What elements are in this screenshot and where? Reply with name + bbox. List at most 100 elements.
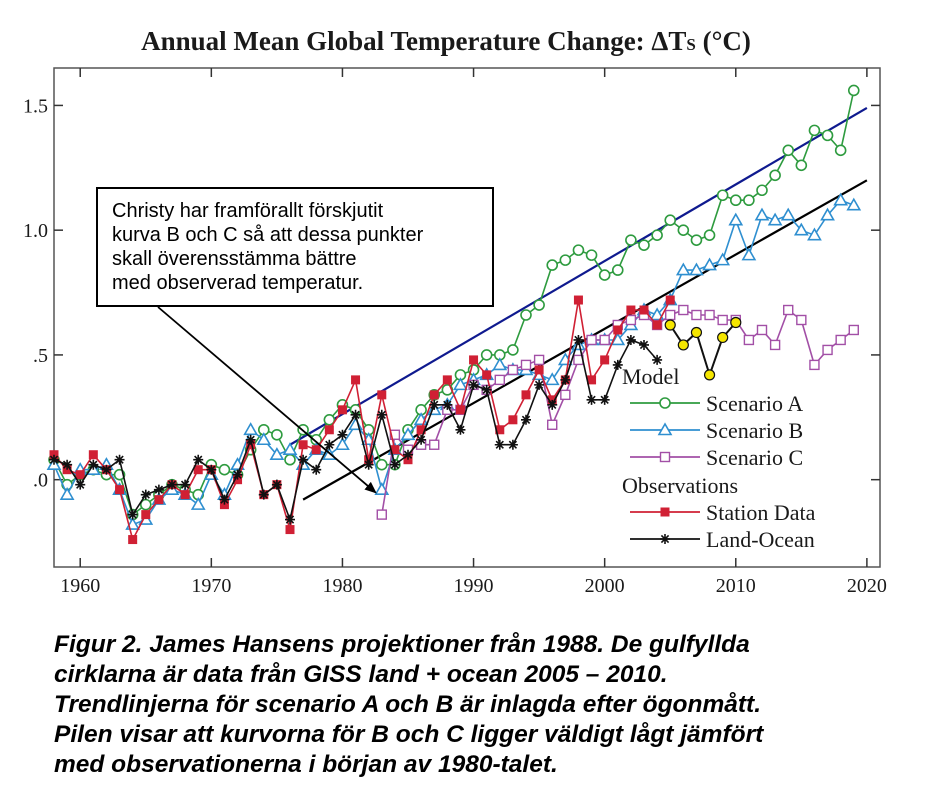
data-point bbox=[677, 224, 690, 236]
data-point bbox=[337, 429, 348, 440]
data-point bbox=[193, 454, 204, 465]
asterisk-mark bbox=[298, 454, 309, 465]
data-point bbox=[167, 479, 177, 490]
asterisk-mark bbox=[49, 454, 59, 465]
data-point bbox=[429, 439, 440, 450]
data-point bbox=[153, 484, 164, 495]
data-point bbox=[285, 514, 295, 525]
data-point bbox=[232, 469, 243, 480]
data-point bbox=[534, 365, 544, 375]
data-point bbox=[337, 405, 347, 415]
legend-heading-observations: Observations bbox=[622, 473, 738, 498]
data-point bbox=[665, 295, 675, 305]
data-point bbox=[547, 419, 558, 430]
data-point bbox=[639, 339, 649, 350]
asterisk-mark bbox=[403, 449, 413, 460]
asterisk-mark bbox=[258, 489, 269, 500]
data-point bbox=[494, 439, 505, 450]
legend-label: Station Data bbox=[706, 500, 816, 525]
asterisk-mark bbox=[180, 479, 191, 490]
asterisk-mark bbox=[612, 359, 623, 370]
data-point bbox=[127, 509, 138, 520]
plot-border bbox=[53, 67, 881, 568]
data-point bbox=[598, 269, 611, 281]
x-tick-label: 2020 bbox=[847, 575, 887, 597]
data-point bbox=[455, 405, 465, 415]
data-point bbox=[507, 439, 518, 450]
asterisk-mark bbox=[271, 479, 282, 490]
data-point bbox=[324, 425, 334, 435]
data-point bbox=[520, 359, 532, 371]
asterisk-mark bbox=[75, 479, 86, 490]
caption-line: Pilen visar att kurvorna för B och C lig… bbox=[54, 721, 764, 748]
data-point bbox=[193, 465, 203, 475]
data-point bbox=[728, 212, 744, 226]
caption-line: cirklarna är data från GISS land + ocean… bbox=[54, 661, 668, 688]
asterisk-mark bbox=[350, 409, 361, 420]
data-point bbox=[809, 359, 820, 371]
legend-label: Scenario C bbox=[706, 445, 803, 470]
data-point bbox=[62, 459, 73, 470]
data-point bbox=[190, 497, 206, 510]
data-point bbox=[282, 442, 298, 456]
data-point bbox=[741, 247, 757, 261]
legend-label: Scenario B bbox=[706, 418, 803, 443]
data-point bbox=[835, 334, 846, 346]
data-point bbox=[442, 399, 453, 410]
data-point bbox=[715, 252, 731, 266]
data-point bbox=[573, 334, 584, 345]
data-point bbox=[59, 487, 75, 500]
x-tick-label: 1970 bbox=[191, 575, 231, 597]
data-point bbox=[544, 372, 560, 386]
data-point bbox=[689, 262, 704, 276]
annotation-arrow bbox=[157, 306, 377, 494]
data-point bbox=[690, 234, 703, 246]
data-point bbox=[534, 379, 545, 390]
asterisk-mark bbox=[167, 479, 177, 490]
data-point bbox=[675, 262, 691, 276]
asterisk-mark bbox=[534, 379, 545, 390]
data-point bbox=[389, 429, 401, 440]
data-point bbox=[533, 354, 545, 366]
data-point bbox=[678, 304, 689, 316]
legend-item: Scenario B bbox=[630, 418, 803, 443]
data-point bbox=[559, 254, 572, 266]
y-tick-label: .0 bbox=[33, 470, 48, 492]
data-point bbox=[324, 439, 335, 450]
trend-line bbox=[289, 106, 868, 446]
data-point bbox=[453, 377, 468, 391]
legend-label: Scenario A bbox=[706, 391, 803, 416]
data-point bbox=[796, 314, 807, 326]
data-point bbox=[743, 194, 755, 207]
data-series bbox=[46, 84, 862, 545]
data-point bbox=[494, 374, 505, 386]
data-point bbox=[754, 207, 770, 221]
data-point bbox=[400, 427, 416, 441]
asterisk-mark bbox=[337, 429, 348, 440]
asterisk-mark bbox=[507, 439, 518, 450]
data-point bbox=[521, 390, 531, 400]
asterisk-mark bbox=[219, 494, 230, 505]
data-point bbox=[625, 334, 636, 345]
asterisk-mark bbox=[285, 514, 295, 525]
data-point bbox=[780, 207, 796, 221]
x-tick-label: 1990 bbox=[454, 575, 494, 597]
data-point bbox=[649, 307, 665, 321]
data-point bbox=[610, 332, 626, 346]
data-point bbox=[75, 479, 86, 490]
asterisk-mark bbox=[153, 484, 164, 495]
data-point bbox=[743, 334, 755, 346]
data-point bbox=[769, 339, 781, 351]
series-giss-2005-2010 bbox=[664, 316, 742, 381]
data-point bbox=[664, 214, 677, 226]
data-point bbox=[429, 390, 439, 400]
data-point bbox=[808, 124, 821, 137]
caption-line: med observationerna i början av 1980-tal… bbox=[54, 751, 558, 778]
data-point bbox=[533, 299, 545, 311]
temperature-chart: Annual Mean Global Temperature Change: Δ… bbox=[23, 26, 887, 597]
data-point bbox=[651, 229, 663, 241]
data-point bbox=[677, 339, 689, 351]
data-point bbox=[141, 510, 151, 520]
asterisk-mark bbox=[140, 489, 151, 500]
data-point bbox=[363, 459, 374, 470]
